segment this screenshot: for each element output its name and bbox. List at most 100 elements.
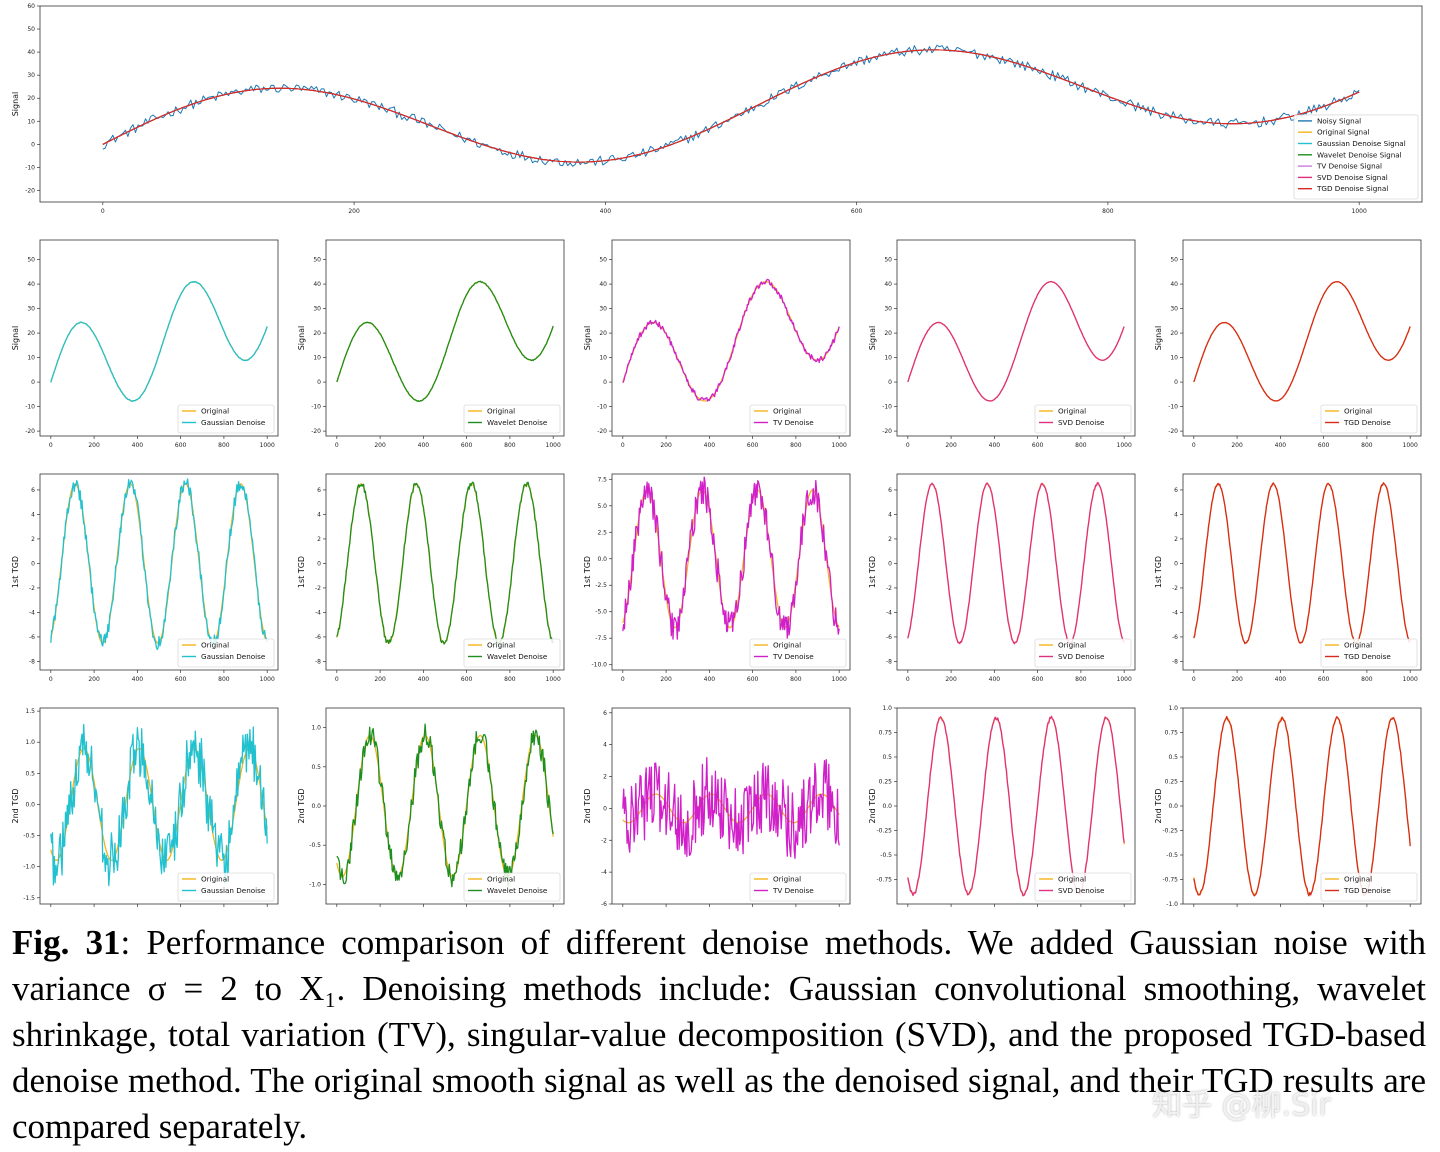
series-line-original <box>336 483 554 644</box>
chart-panel-5: 0 200 400 600 800 1000 -20 -10 0 10 20 30 40 50 Signal… <box>1154 239 1422 449</box>
caption-label: Fig. 31 <box>12 923 121 962</box>
series-line-original <box>622 281 840 402</box>
plot-frame <box>325 239 565 437</box>
y-tick-label: 0.75 <box>1165 730 1179 737</box>
legend-box <box>177 872 275 902</box>
y-tick-label: 4 <box>888 511 892 518</box>
y-tick-label: -2 <box>29 585 35 592</box>
y-tick-label: 6 <box>317 487 321 494</box>
x-tick-label: 400 <box>1275 442 1287 449</box>
y-tick-label: 10 <box>27 355 35 362</box>
legend-entry: SVD Denoise <box>1058 418 1105 427</box>
series-line-tv-denoise <box>622 757 840 859</box>
chart-panel-11: 02004006008001000-1.5-1.0-0.50.00.51.01.… <box>11 707 279 907</box>
y-tick-label: -20 <box>882 428 892 435</box>
x-tick-label: 0 <box>1192 442 1196 449</box>
y-tick-label: -20 <box>1168 428 1178 435</box>
y-tick-label: 50 <box>599 257 607 264</box>
series-line-tgd-denoise <box>1193 715 1411 897</box>
y-axis-label: 1st TGD <box>583 556 592 588</box>
y-tick-label: 0 <box>1174 560 1178 567</box>
y-tick-label: 0.5 <box>1168 754 1178 761</box>
y-tick-label: -10 <box>597 404 607 411</box>
y-tick-label: -20 <box>25 187 35 194</box>
y-tick-label: -20 <box>311 428 321 435</box>
y-tick-label: 0.5 <box>882 754 892 761</box>
y-tick-label: -4 <box>1172 609 1178 616</box>
y-tick-label: -10 <box>1168 404 1178 411</box>
x-tick-label: 200 <box>88 676 100 683</box>
chart-panel-6: 0 200 400 600 800 1000 -8 -6 -4 -2 0 2 4 6 1st TGD Orig… <box>11 473 279 683</box>
y-tick-label: 0 <box>888 379 892 386</box>
y-tick-label: 1.0 <box>311 725 321 732</box>
y-tick-label: 0 <box>317 560 321 567</box>
legend-entry: Original <box>773 875 801 884</box>
x-tick-label: 400 <box>1275 676 1287 683</box>
x-tick-label: 0 <box>335 676 339 683</box>
x-tick-label: 1000 <box>546 676 561 683</box>
legend-box <box>463 404 561 434</box>
x-tick-label: 600 <box>851 208 863 215</box>
series-line-original <box>50 281 268 402</box>
y-tick-label: 6 <box>888 487 892 494</box>
y-tick-label: 10 <box>1170 355 1178 362</box>
x-tick-label: 800 <box>1361 442 1373 449</box>
y-tick-label: -2 <box>601 837 607 844</box>
y-tick-label: 20 <box>884 330 892 337</box>
legend-box <box>177 404 275 434</box>
legend-entry: TV Denoise Signal <box>1316 162 1382 171</box>
legend-box <box>1320 638 1418 668</box>
y-tick-label: 2 <box>1174 536 1178 543</box>
y-tick-label: 0.0 <box>597 556 607 563</box>
plot-frame <box>39 707 279 905</box>
x-tick-label: 800 <box>504 676 516 683</box>
legend-entry: Original <box>1344 641 1372 650</box>
y-tick-label: 40 <box>599 281 607 288</box>
x-tick-label: 0 <box>621 442 625 449</box>
x-tick-label: 600 <box>1318 442 1330 449</box>
legend-entry: Original <box>1344 407 1372 416</box>
y-axis-label: Signal <box>583 326 592 351</box>
y-tick-label: 2 <box>888 536 892 543</box>
plot-frame <box>896 473 1136 671</box>
y-tick-label: -1.0 <box>309 881 321 888</box>
y-tick-label: -6 <box>29 634 35 641</box>
legend-box <box>463 638 561 668</box>
series-line-gaussian-denoise-signal <box>102 49 1360 163</box>
y-tick-label: 20 <box>27 95 35 102</box>
series-line-svd-denoise-signal <box>102 49 1360 163</box>
legend-entry: SVD Denoise <box>1058 886 1105 895</box>
y-tick-label: 0.25 <box>879 779 893 786</box>
series-line-noisy-signal <box>102 44 1360 167</box>
y-tick-label: -0.25 <box>1162 828 1178 835</box>
y-tick-label: 30 <box>27 306 35 313</box>
legend-entry: Original <box>1058 875 1086 884</box>
x-tick-label: 200 <box>945 442 957 449</box>
y-tick-label: -10.0 <box>591 662 607 669</box>
legend-entry: SVD Denoise <box>1058 652 1105 661</box>
y-axis-label: 2nd TGD <box>11 788 20 823</box>
series-line-svd-denoise <box>907 715 1125 897</box>
legend-entry: Original <box>773 407 801 416</box>
legend-entry: TV Denoise <box>772 418 814 427</box>
y-tick-label: 2 <box>317 536 321 543</box>
y-tick-label: 20 <box>313 330 321 337</box>
y-tick-label: -20 <box>25 428 35 435</box>
y-axis-label: 1st TGD <box>1154 556 1163 588</box>
y-tick-label: 0.0 <box>25 801 35 808</box>
chart-panel-15: 02004006008001000-1.0-0.75-0.5-0.250.00.… <box>1154 705 1422 908</box>
plot-frame <box>39 473 279 671</box>
y-tick-label: 4 <box>603 742 607 749</box>
x-tick-label: 1000 <box>1403 676 1418 683</box>
x-tick-label: 0 <box>906 442 910 449</box>
y-tick-label: 20 <box>27 330 35 337</box>
y-tick-label: 40 <box>27 281 35 288</box>
x-tick-label: 800 <box>790 676 802 683</box>
y-tick-label: -4 <box>886 609 892 616</box>
y-tick-label: 0.0 <box>311 803 321 810</box>
chart-panel-1: 0 200 400 600 800 1000 -20 -10 0 10 20 30 40 50 Signal… <box>11 239 279 449</box>
x-tick-label: 400 <box>989 442 1001 449</box>
x-tick-label: 0 <box>335 442 339 449</box>
x-tick-label: 200 <box>88 442 100 449</box>
